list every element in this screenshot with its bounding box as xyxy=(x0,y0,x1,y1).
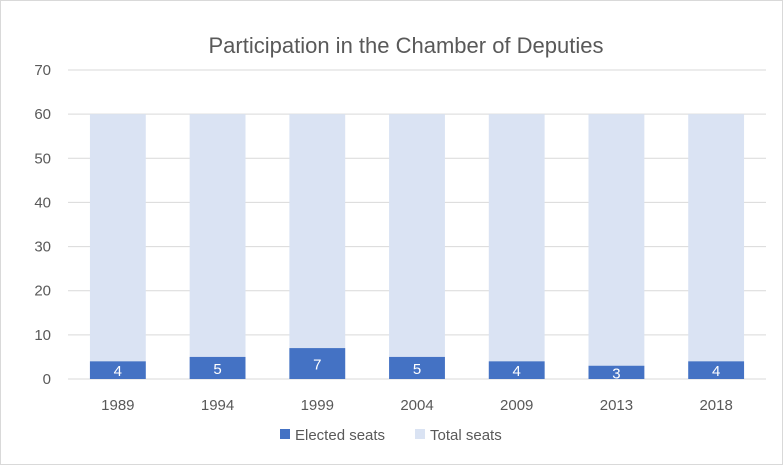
bar-elected-seats-1994 xyxy=(189,356,246,379)
legend-label-total-seats: Total seats xyxy=(430,427,502,444)
x-tick-label: 1989 xyxy=(101,397,134,414)
bar-total-seats-1994 xyxy=(189,114,246,380)
bar-total-seats-1989 xyxy=(89,114,146,380)
bar-elected-seats-1999 xyxy=(289,348,346,379)
y-tick-label: 10 xyxy=(34,327,51,344)
data-label-elected-seats: 4 xyxy=(712,363,720,380)
x-tick-label: 2013 xyxy=(600,397,633,414)
data-labels: 4 5 7 5 4 3 4 xyxy=(114,357,721,383)
bar-elected-seats-2004 xyxy=(389,356,445,379)
bar-elected-seats-2013 xyxy=(588,365,645,379)
bar-total-seats-2018 xyxy=(688,114,745,380)
bar-total-seats-1999 xyxy=(289,114,346,380)
x-tick-label: 2018 xyxy=(699,397,732,414)
x-axis-ticks: 1989 1994 1999 2004 2009 2013 2018 xyxy=(101,397,733,414)
bars xyxy=(89,114,745,380)
bar-total-seats-2013 xyxy=(588,114,645,380)
y-axis-ticks: 0 10 20 30 40 50 60 70 xyxy=(34,62,51,388)
y-tick-label: 70 xyxy=(34,62,51,79)
data-label-elected-seats: 5 xyxy=(413,361,421,378)
y-tick-label: 20 xyxy=(34,283,51,300)
y-tick-label: 60 xyxy=(34,106,51,123)
legend: Elected seats Total seats xyxy=(280,427,502,444)
data-label-elected-seats: 3 xyxy=(612,365,620,382)
x-tick-label: 2004 xyxy=(400,397,433,414)
y-tick-label: 50 xyxy=(34,150,51,167)
bar-total-seats-2009 xyxy=(488,114,545,380)
legend-swatch-total-seats xyxy=(415,429,425,439)
chart-title: Participation in the Chamber of Deputies xyxy=(209,33,604,58)
x-tick-label: 1994 xyxy=(201,397,234,414)
data-label-elected-seats: 4 xyxy=(114,363,122,380)
bar-elected-seats-1989 xyxy=(89,361,146,379)
legend-label-elected-seats: Elected seats xyxy=(295,427,385,444)
y-tick-label: 40 xyxy=(34,194,51,211)
data-label-elected-seats: 4 xyxy=(513,363,521,380)
y-tick-label: 30 xyxy=(34,239,51,256)
data-label-elected-seats: 7 xyxy=(313,357,321,374)
bar-total-seats-2004 xyxy=(389,114,445,380)
bar-elected-seats-2009 xyxy=(488,361,545,379)
bar-elected-seats-2018 xyxy=(688,361,745,379)
legend-swatch-elected-seats xyxy=(280,429,290,439)
x-tick-label: 2009 xyxy=(500,397,533,414)
y-tick-label: 0 xyxy=(43,371,51,388)
x-tick-label: 1999 xyxy=(301,397,334,414)
data-label-elected-seats: 5 xyxy=(213,361,221,378)
